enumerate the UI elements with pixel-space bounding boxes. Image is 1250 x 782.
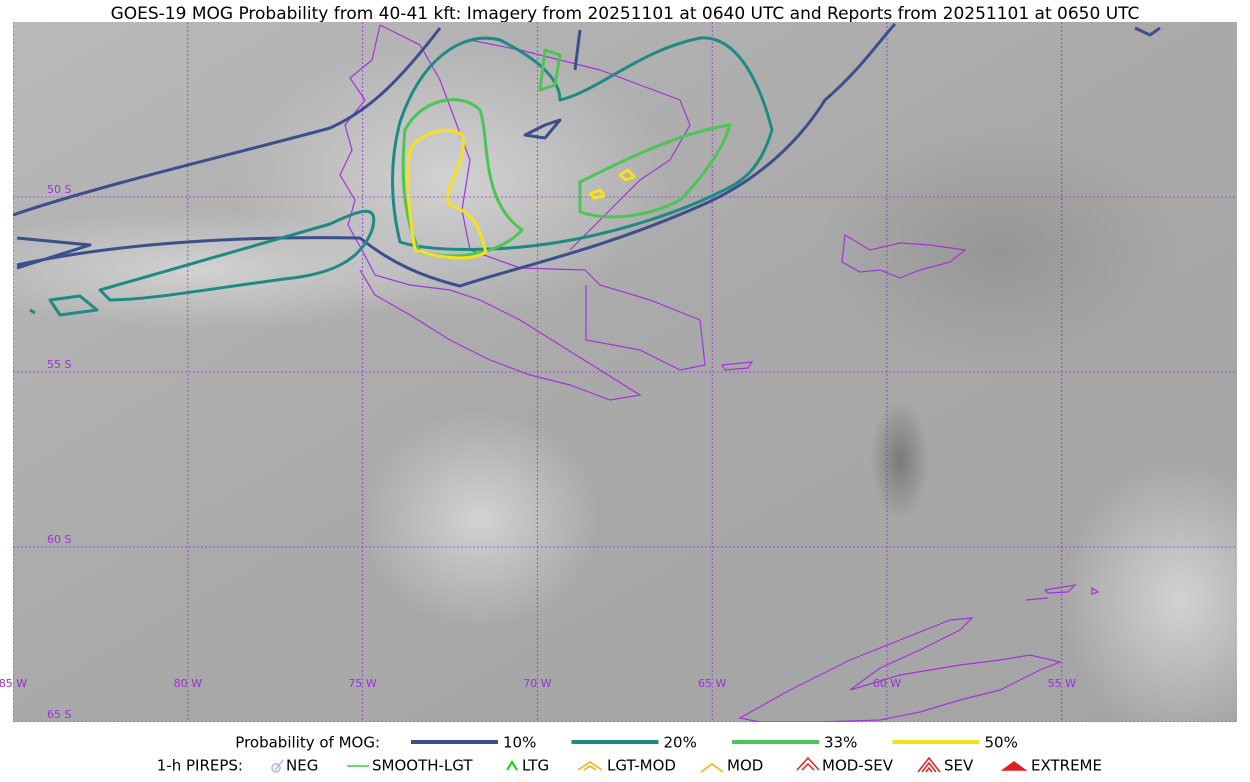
legend: Probability of MOG: 1-h PIREPS: 10% 20% 33… <box>157 734 1102 775</box>
lon-label: 80 W <box>174 677 202 690</box>
pirep-icons <box>271 756 1028 773</box>
contours <box>13 22 1161 317</box>
lon-label: 70 W <box>523 677 551 690</box>
lat-label: 55 S <box>47 358 71 371</box>
pirep-label: NEG <box>286 757 318 775</box>
legend-title: Probability of MOG: <box>235 734 380 752</box>
legend-title: 1-h PIREPS: <box>157 757 243 775</box>
pirep-label: SMOOTH-LGT <box>372 757 473 775</box>
lat-label: 60 S <box>47 533 71 546</box>
pirep-label: LGT-MOD <box>607 757 676 775</box>
legend-label: 10% <box>503 734 536 752</box>
map <box>13 22 1237 722</box>
lon-label: 75 W <box>348 677 376 690</box>
grid-labels: 50 S 55 S 60 S 65 S 85 W 80 W 75 W 70 W 65 W 60 W… <box>0 183 1076 721</box>
title: GOES-19 MOG Probability from 40-41 kft: … <box>111 4 1140 24</box>
pirep-label: SEV <box>944 757 974 775</box>
lat-label: 50 S <box>47 183 71 196</box>
legend-label: 50% <box>985 734 1018 752</box>
pirep-label: LTG <box>522 757 549 775</box>
pirep-label: MOD <box>727 757 763 775</box>
lon-label: 55 W <box>1048 677 1076 690</box>
legend-label: 20% <box>664 734 697 752</box>
lat-label: 65 S <box>47 708 71 721</box>
lon-label: 65 W <box>698 677 726 690</box>
lon-label: 60 W <box>873 677 901 690</box>
legend-label: 33% <box>824 734 857 752</box>
lon-label: 85 W <box>0 677 27 690</box>
coastlines <box>339 24 1100 722</box>
pirep-label: MOD-SEV <box>822 757 894 775</box>
pirep-label: EXTREME <box>1031 757 1102 775</box>
